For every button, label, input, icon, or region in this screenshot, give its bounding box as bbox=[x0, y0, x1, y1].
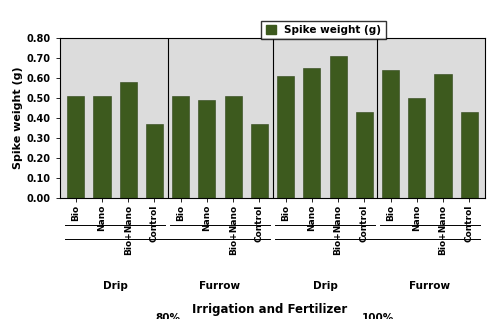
Bar bbox=[460, 112, 478, 198]
Bar bbox=[198, 100, 216, 198]
Text: Furrow: Furrow bbox=[410, 281, 451, 291]
Text: 100%: 100% bbox=[362, 313, 394, 319]
Bar bbox=[434, 74, 452, 198]
Text: Furrow: Furrow bbox=[200, 281, 240, 291]
Bar bbox=[356, 112, 373, 198]
Bar bbox=[172, 96, 189, 198]
Bar bbox=[146, 124, 163, 198]
Legend: Spike weight (g): Spike weight (g) bbox=[262, 21, 386, 40]
Bar bbox=[67, 96, 84, 198]
Text: Drip: Drip bbox=[102, 281, 128, 291]
Y-axis label: Spike weight (g): Spike weight (g) bbox=[12, 67, 22, 169]
Text: Drip: Drip bbox=[312, 281, 338, 291]
Bar bbox=[408, 98, 426, 198]
Bar bbox=[277, 76, 294, 198]
Bar bbox=[382, 70, 399, 198]
Bar bbox=[330, 56, 346, 198]
Bar bbox=[224, 96, 242, 198]
Bar bbox=[94, 96, 110, 198]
Text: 80%: 80% bbox=[155, 313, 180, 319]
Bar bbox=[120, 82, 136, 198]
Text: Irrigation and Fertilizer: Irrigation and Fertilizer bbox=[192, 303, 348, 316]
Bar bbox=[251, 124, 268, 198]
Bar bbox=[304, 68, 320, 198]
